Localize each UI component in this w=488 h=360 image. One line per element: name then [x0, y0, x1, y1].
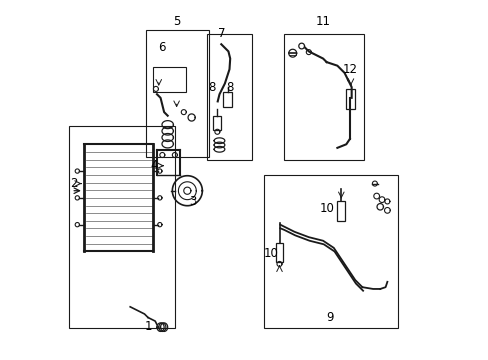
- Text: 11: 11: [315, 14, 330, 27]
- Text: 5: 5: [173, 14, 180, 27]
- Bar: [283, 33, 364, 160]
- Text: 10: 10: [319, 202, 333, 215]
- Text: 1: 1: [144, 320, 151, 333]
- Text: 3: 3: [189, 195, 196, 208]
- Bar: [206, 33, 251, 160]
- Bar: [69, 126, 175, 328]
- Bar: [346, 89, 354, 109]
- Text: 8: 8: [207, 81, 215, 94]
- Bar: [275, 243, 283, 262]
- Text: 12: 12: [342, 63, 357, 76]
- Text: 2: 2: [70, 177, 77, 190]
- Text: 4: 4: [150, 159, 158, 172]
- Bar: [223, 93, 231, 107]
- Text: 9: 9: [325, 311, 333, 324]
- Text: 10: 10: [264, 247, 278, 260]
- Bar: [213, 116, 221, 130]
- Text: 7: 7: [217, 27, 224, 40]
- Bar: [153, 67, 185, 93]
- Bar: [264, 175, 397, 328]
- Bar: [337, 202, 345, 221]
- Text: 6: 6: [158, 41, 165, 54]
- Text: 8: 8: [226, 81, 233, 94]
- Bar: [146, 30, 208, 157]
